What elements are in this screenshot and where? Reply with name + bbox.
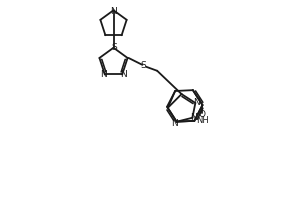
Text: N: N xyxy=(120,70,127,79)
Text: N: N xyxy=(171,119,178,128)
Text: N: N xyxy=(193,98,200,107)
Text: O: O xyxy=(199,110,206,119)
Text: NH: NH xyxy=(196,116,209,125)
Text: S: S xyxy=(112,43,117,52)
Text: N: N xyxy=(190,113,197,122)
Text: S: S xyxy=(140,61,146,70)
Text: N: N xyxy=(110,7,117,16)
Text: N: N xyxy=(100,70,107,79)
